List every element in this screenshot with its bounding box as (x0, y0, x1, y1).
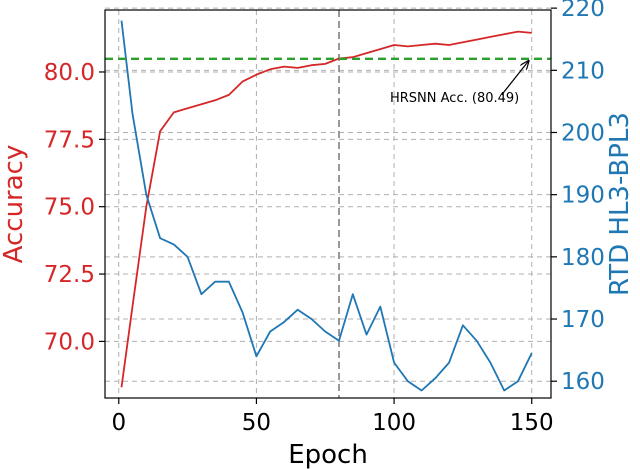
x-tick-label: 150 (510, 410, 554, 436)
annotation: HRSNN Acc. (80.49) (390, 61, 529, 106)
right-axis-title: RTD HL3-BPL3 (605, 112, 635, 296)
right-tick-label: 160 (561, 369, 605, 395)
right-tick-label: 180 (561, 245, 605, 271)
plot-frame (104, 9, 552, 399)
left-tick-label: 72.5 (44, 262, 95, 288)
grid (105, 7, 551, 398)
x-tick-label: 50 (242, 410, 271, 436)
annotation-label: HRSNN Acc. (80.49) (390, 91, 519, 106)
left-tick-label: 70.0 (44, 329, 95, 355)
right-tick-label: 170 (561, 307, 605, 333)
x-tick-label: 100 (372, 410, 416, 436)
left-axis-title: Accuracy (0, 145, 29, 264)
accuracy-series-line (120, 30, 532, 388)
left-tick-label: 77.5 (44, 127, 95, 153)
right-tick-label: 190 (561, 183, 605, 209)
x-axis-title: Epoch (288, 440, 368, 469)
right-tick-label: 210 (561, 58, 605, 84)
left-tick-label: 75.0 (44, 195, 95, 221)
left-tick-label: 80.0 (44, 60, 95, 86)
right-tick-label: 200 (561, 120, 605, 146)
rtd-series-line (120, 20, 533, 392)
x-tick-label: 0 (111, 410, 126, 436)
right-tick-label: 220 (561, 0, 605, 22)
series-lines (105, 20, 551, 392)
ticks: 0 50 100 150 70.0 72.5 75.0 77.5 80.0 160 170 180 19… (44, 0, 605, 436)
annotation-arrow (501, 61, 529, 96)
